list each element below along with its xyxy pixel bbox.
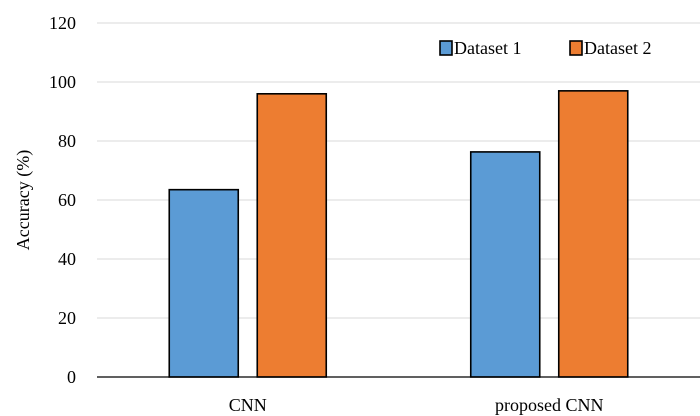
y-tick-labels: 0 20 40 60 80 100 120 bbox=[49, 13, 76, 387]
y-tick-label: 0 bbox=[67, 367, 76, 387]
legend-swatch-1 bbox=[439, 40, 453, 56]
bars bbox=[168, 90, 629, 378]
bar-1-2 bbox=[469, 151, 541, 378]
legend: Dataset 1 Dataset 2 bbox=[439, 38, 651, 58]
y-tick-label: 40 bbox=[58, 249, 76, 269]
x-category-label: CNN bbox=[229, 395, 267, 415]
y-tick-label: 60 bbox=[58, 190, 76, 210]
y-tick-label: 120 bbox=[49, 13, 76, 33]
bar-2-2 bbox=[557, 90, 629, 378]
legend-label-1: Dataset 1 bbox=[454, 38, 521, 58]
y-tick-label: 20 bbox=[58, 308, 76, 328]
bar-1-1 bbox=[168, 188, 240, 378]
x-category-label: proposed CNN bbox=[495, 395, 604, 415]
legend-label-2: Dataset 2 bbox=[584, 38, 651, 58]
legend-swatch-2 bbox=[569, 40, 583, 56]
x-category-labels: CNN proposed CNN bbox=[229, 395, 604, 415]
y-tick-label: 80 bbox=[58, 131, 76, 151]
bar-2-1 bbox=[256, 93, 328, 378]
y-axis-title: Accuracy (%) bbox=[13, 150, 34, 250]
y-tick-label: 100 bbox=[49, 72, 76, 92]
